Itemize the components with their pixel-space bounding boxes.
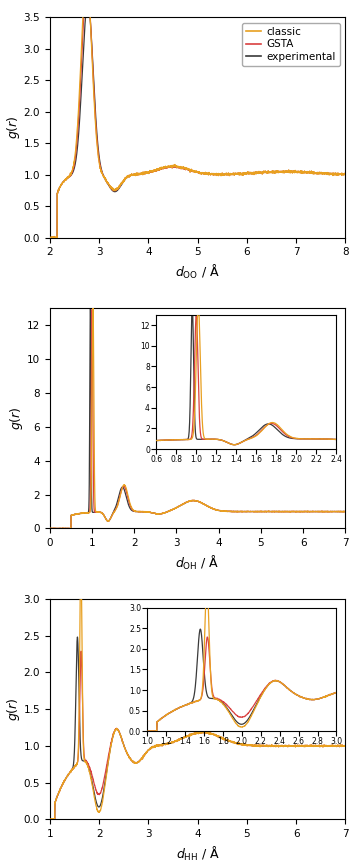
Y-axis label: $g(r)$: $g(r)$: [5, 115, 22, 140]
X-axis label: $d_\mathrm{OH}$ / Å: $d_\mathrm{OH}$ / Å: [176, 554, 220, 572]
X-axis label: $d_\mathrm{HH}$ / Å: $d_\mathrm{HH}$ / Å: [176, 844, 220, 863]
Legend: classic, GSTA, experimental: classic, GSTA, experimental: [242, 23, 340, 66]
Y-axis label: $g(r)$: $g(r)$: [5, 697, 22, 721]
Y-axis label: $g(r)$: $g(r)$: [9, 407, 26, 430]
X-axis label: $d_\mathrm{OO}$ / Å: $d_\mathrm{OO}$ / Å: [175, 263, 220, 281]
